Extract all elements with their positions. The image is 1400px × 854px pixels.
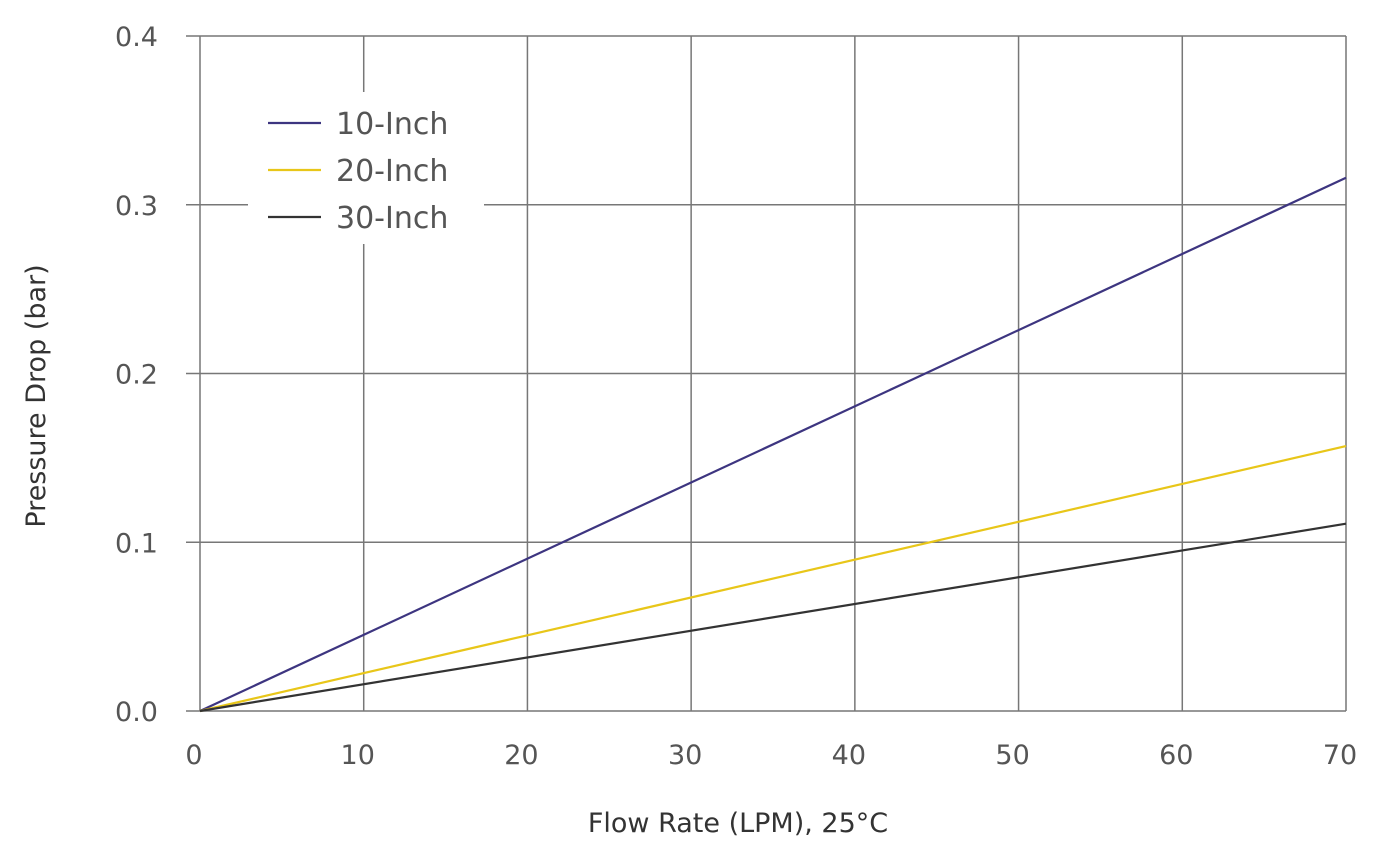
- y-tick-label: 0.2: [115, 360, 158, 391]
- legend-label: 10-Inch: [336, 107, 448, 142]
- x-tick-label: 30: [668, 740, 702, 771]
- y-tick-labels: 0.0 0.1 0.2 0.3 0.4: [115, 22, 158, 728]
- legend-label: 20-Inch: [336, 154, 448, 189]
- series-line: [199, 522, 1347, 713]
- x-tick-label: 40: [832, 740, 866, 771]
- y-tick-label: 0.1: [115, 528, 158, 559]
- y-tick-label: 0.0: [115, 697, 158, 728]
- x-tick-label: 70: [1323, 740, 1357, 771]
- x-tick-label: 0: [185, 740, 202, 771]
- x-axis-title: Flow Rate (LPM), 25°C: [588, 808, 888, 839]
- series-lines: [199, 176, 1347, 713]
- legend-label: 30-Inch: [336, 201, 448, 236]
- y-tick-label: 0.4: [115, 22, 158, 53]
- x-tick-label: 10: [341, 740, 375, 771]
- legend-box: [248, 92, 484, 244]
- series-line: [199, 444, 1347, 713]
- x-tick-label: 60: [1159, 740, 1193, 771]
- series-line: [199, 176, 1347, 712]
- y-tick-label: 0.3: [115, 191, 158, 222]
- x-tick-label: 20: [504, 740, 538, 771]
- y-axis-title: Pressure Drop (bar): [21, 264, 52, 527]
- legend: 10-Inch 20-Inch 30-Inch: [248, 92, 484, 244]
- x-tick-labels: 0 10 20 30 40 50 60 70: [185, 740, 1357, 771]
- x-tick-label: 50: [995, 740, 1029, 771]
